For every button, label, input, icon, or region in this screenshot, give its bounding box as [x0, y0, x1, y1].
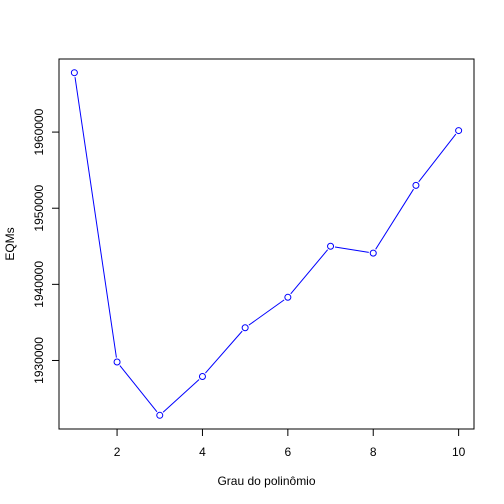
data-point — [70, 69, 78, 77]
y-tick-label: 1950000 — [32, 185, 46, 232]
data-point — [284, 293, 292, 301]
data-point — [412, 181, 420, 189]
data-point — [327, 242, 335, 250]
series-layer — [70, 69, 463, 419]
series-line-segment — [205, 330, 243, 374]
y-tick-label: 1960000 — [32, 108, 46, 155]
y-axis-title: EQMs — [3, 227, 17, 260]
y-tick-label: 1940000 — [32, 261, 46, 308]
y-tick-label: 1930000 — [32, 337, 46, 384]
x-tick-label: 10 — [452, 445, 466, 459]
series-line-segment — [162, 379, 200, 413]
series-line-segment — [375, 188, 414, 250]
series-line-segment — [334, 246, 369, 253]
x-tick-label: 8 — [370, 445, 377, 459]
data-point — [198, 372, 206, 380]
data-point — [156, 411, 164, 419]
series-line-segment — [290, 249, 329, 295]
series-line-segment — [248, 299, 285, 326]
data-point — [369, 249, 377, 257]
series-line-segment — [74, 77, 117, 358]
x-axis: 2 4 6 8 10 — [114, 428, 466, 459]
series-line-segment — [119, 365, 158, 413]
x-tick-label: 2 — [114, 445, 121, 459]
data-point — [455, 127, 463, 135]
plot-frame — [58, 58, 475, 430]
x-tick-label: 6 — [285, 445, 292, 459]
x-axis-title: Grau do polinômio — [217, 474, 315, 488]
x-tick-label: 4 — [199, 445, 206, 459]
series-line-segment — [418, 133, 457, 183]
data-point — [241, 324, 249, 332]
data-point — [113, 358, 121, 366]
y-axis: 1930000 1940000 1950000 1960000 — [32, 108, 60, 384]
